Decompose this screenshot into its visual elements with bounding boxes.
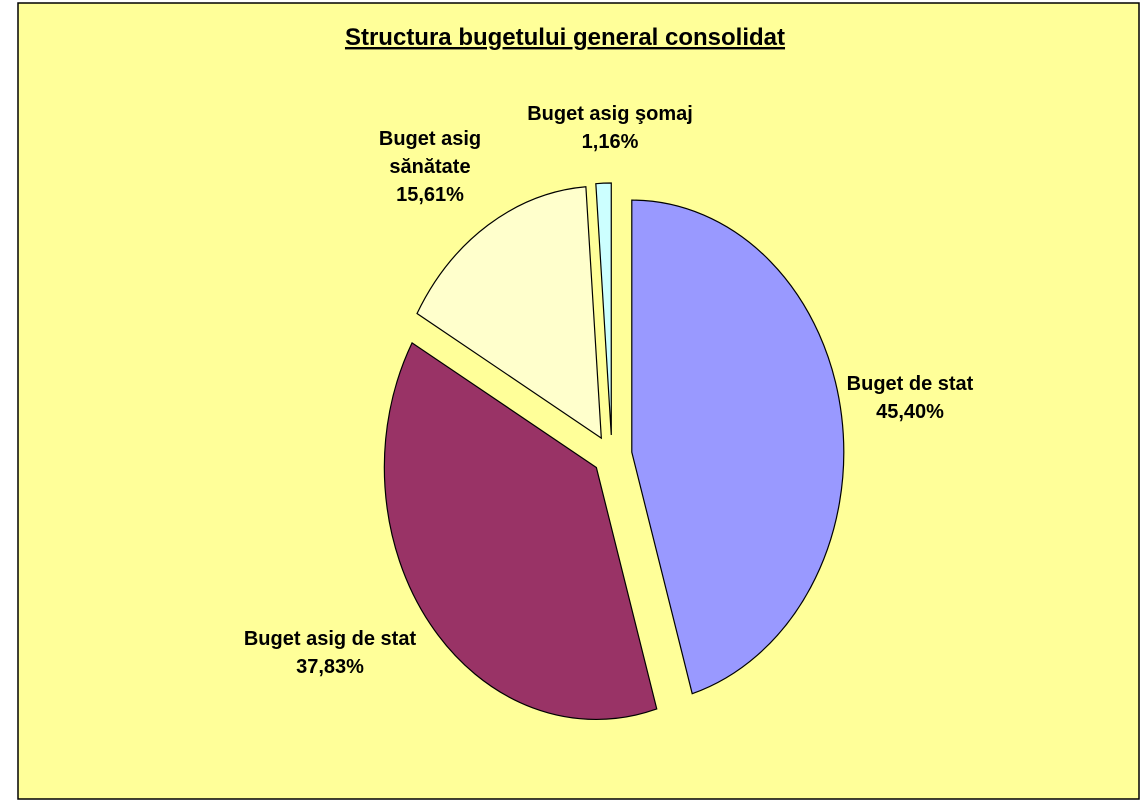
slice-label-value: 15,61% <box>396 184 464 206</box>
chart-title: Structura bugetului general consolidat <box>345 24 785 51</box>
slice-label-name: Buget de stat <box>847 373 974 395</box>
pie-slice <box>631 199 845 695</box>
pie-slice <box>595 182 612 436</box>
pie-slice <box>416 186 602 440</box>
pie-slice <box>383 341 658 720</box>
slice-label-value: 1,16% <box>582 131 639 153</box>
slice-label-name: Buget asig sănătate <box>379 128 481 178</box>
slice-label-name: Buget asig de stat <box>244 628 417 650</box>
slice-label-value: 45,40% <box>876 401 944 423</box>
slice-label-value: 37,83% <box>296 656 364 678</box>
slice-label-name: Buget asig şomaj <box>527 103 693 125</box>
